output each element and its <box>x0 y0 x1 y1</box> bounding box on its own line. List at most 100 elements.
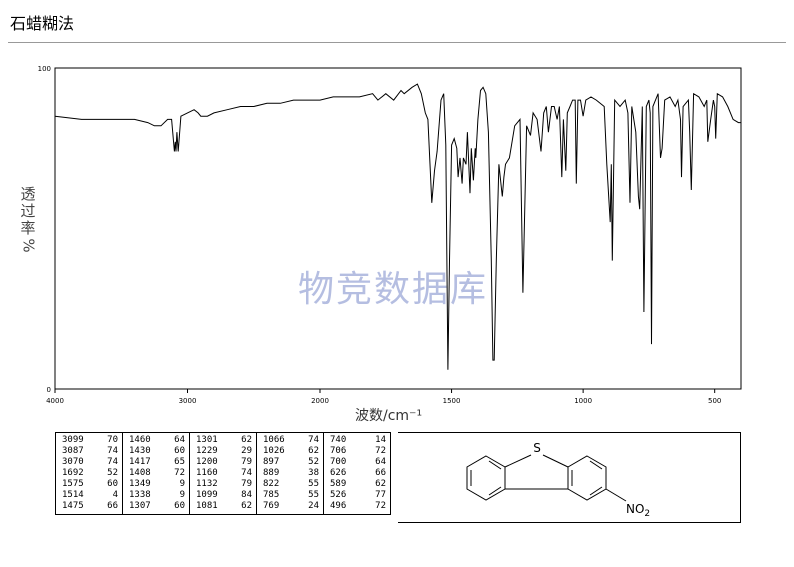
peak-entry: 1132 79 <box>196 479 252 490</box>
x-tick-label: 2000 <box>311 397 329 405</box>
peak-entry: 3070 74 <box>62 457 118 468</box>
peak-transmittance: 38 <box>308 468 319 478</box>
peak-transmittance: 60 <box>174 501 185 511</box>
peak-entry: 700 64 <box>330 457 386 468</box>
peak-transmittance: 24 <box>308 501 319 511</box>
peak-wavenumber: 1692 <box>62 468 84 478</box>
peak-transmittance: 74 <box>107 446 118 456</box>
peak-entry: 1160 74 <box>196 468 252 479</box>
x-axis-ticks: 4000 3000 2000 1500 1000 500 <box>46 389 721 405</box>
series-line <box>54 83 741 370</box>
peak-wavenumber: 589 <box>330 479 347 489</box>
peak-entry: 1349 9 <box>129 479 185 490</box>
y-label-char: 透 <box>20 185 36 203</box>
peak-transmittance: 72 <box>174 468 185 478</box>
peak-transmittance: 72 <box>375 501 386 511</box>
peak-wavenumber: 496 <box>330 501 347 511</box>
peak-wavenumber: 626 <box>330 468 347 478</box>
peak-transmittance: 70 <box>107 435 118 445</box>
peak-wavenumber: 769 <box>263 501 280 511</box>
peak-wavenumber: 1160 <box>196 468 218 478</box>
y-tick-label: 0 <box>47 386 51 394</box>
peak-entry: 889 38 <box>263 468 319 479</box>
peak-wavenumber: 1301 <box>196 435 218 445</box>
peak-entry: 1692 52 <box>62 468 118 479</box>
peak-wavenumber: 700 <box>330 457 347 467</box>
peak-entry: 1460 64 <box>129 435 185 446</box>
x-tick-label: 4000 <box>46 397 64 405</box>
peak-transmittance: 74 <box>107 457 118 467</box>
molecule-structure: S NO2 <box>466 441 650 519</box>
nitro-no: NO <box>626 502 644 516</box>
peak-wavenumber: 1575 <box>62 479 84 489</box>
page-title: 石蜡糊法 <box>10 14 75 33</box>
peak-transmittance: 14 <box>375 435 386 445</box>
peak-table-column: 740 14 706 72 700 64 626 66 589 62 526 77 496 72 <box>323 432 391 515</box>
x-tick-label: 1500 <box>443 397 461 405</box>
y-label-char: 过 <box>20 202 36 220</box>
peak-entry: 822 55 <box>263 479 319 490</box>
nitro-group-label: NO2 <box>626 502 650 519</box>
peak-wavenumber: 526 <box>330 490 347 500</box>
peak-transmittance: 77 <box>375 490 386 500</box>
peak-wavenumber: 1099 <box>196 490 218 500</box>
peak-entry: 1099 84 <box>196 490 252 501</box>
peak-wavenumber: 889 <box>263 468 280 478</box>
peak-entry: 1229 29 <box>196 446 252 457</box>
peak-transmittance: 60 <box>174 446 185 456</box>
peak-transmittance: 52 <box>107 468 118 478</box>
peak-wavenumber: 1307 <box>129 501 151 511</box>
peak-wavenumber: 785 <box>263 490 280 500</box>
peak-wavenumber: 1338 <box>129 490 151 500</box>
peak-wavenumber: 1417 <box>129 457 151 467</box>
peak-entry: 1026 62 <box>263 446 319 457</box>
peak-entry: 1408 72 <box>129 468 185 479</box>
peak-entry: 1301 62 <box>196 435 252 446</box>
peak-entry: 706 72 <box>330 446 386 457</box>
nitro-subscript: 2 <box>644 509 650 519</box>
peak-wavenumber: 1132 <box>196 479 218 489</box>
bond <box>504 454 532 468</box>
x-axis-label: 波数/cm⁻¹ <box>355 408 423 424</box>
y-tick-label: 100 <box>38 65 51 73</box>
peak-entry: 1430 60 <box>129 446 185 457</box>
peak-transmittance: 9 <box>179 479 185 489</box>
peak-wavenumber: 1066 <box>263 435 285 445</box>
peak-entry: 3087 74 <box>62 446 118 457</box>
peak-table-column: 3099 70 3087 74 3070 74 1692 52 1575 60 1514 4 1475 6… <box>55 432 123 515</box>
watermark: 物竞数据库 <box>298 269 489 310</box>
peak-wavenumber: 1026 <box>263 446 285 456</box>
y-label-char: % <box>19 238 38 253</box>
x-tick-label: 1000 <box>574 397 592 405</box>
peak-wavenumber: 897 <box>263 457 280 467</box>
peak-entry: 1200 79 <box>196 457 252 468</box>
peak-wavenumber: 822 <box>263 479 280 489</box>
peak-transmittance: 9 <box>179 490 185 500</box>
peak-entry: 1307 60 <box>129 501 185 512</box>
peak-transmittance: 79 <box>241 457 252 467</box>
peak-transmittance: 66 <box>107 501 118 511</box>
sulfur-atom-label: S <box>533 441 541 455</box>
structure-panel: S NO2 <box>398 432 741 523</box>
bond <box>542 454 569 468</box>
peak-wavenumber: 3099 <box>62 435 84 445</box>
peak-transmittance: 60 <box>107 479 118 489</box>
bond <box>605 488 627 502</box>
peak-entry: 589 62 <box>330 479 386 490</box>
peak-transmittance: 64 <box>375 457 386 467</box>
double-bond <box>488 460 502 470</box>
title-divider <box>8 42 786 43</box>
peak-entry: 496 72 <box>330 501 386 512</box>
peak-transmittance: 79 <box>241 479 252 489</box>
peak-table-row: 3099 70 3087 74 3070 74 1692 52 1575 60 1514 4 1475 6… <box>55 432 391 515</box>
peak-wavenumber: 1081 <box>196 501 218 511</box>
peak-transmittance: 74 <box>241 468 252 478</box>
y-axis-ticks: 0 100 <box>38 65 51 394</box>
peak-transmittance: 72 <box>375 446 386 456</box>
peak-entry: 1514 4 <box>62 490 118 501</box>
peak-entry: 526 77 <box>330 490 386 501</box>
peak-entry: 1417 65 <box>129 457 185 468</box>
y-label-char: 率 <box>20 219 36 237</box>
peak-wavenumber: 1514 <box>62 490 84 500</box>
ir-spectrum-chart: 4000 3000 2000 1500 1000 500 0 100 <box>38 65 742 405</box>
